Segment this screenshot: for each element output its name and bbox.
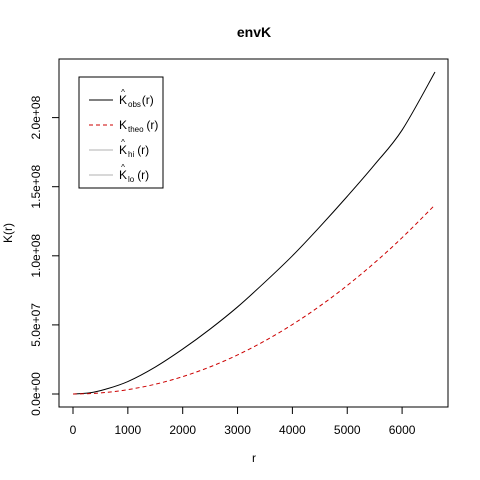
- x-tick-label: 2000: [169, 423, 196, 437]
- series-line-obs: [72, 71, 436, 395]
- legend-label-obs: K: [119, 93, 127, 107]
- legend: ^K obs (r)K theo (r)^K hi (r)^K lo (r): [78, 76, 164, 189]
- x-axis: 0 1000 2000 3000 4000 5000 6000: [70, 406, 416, 437]
- y-tick-label: 1.5e+08: [29, 165, 43, 209]
- y-axis-label: K(r): [1, 223, 15, 243]
- legend-label-theo: K: [119, 118, 127, 132]
- legend-sub-hi: hi: [128, 150, 134, 159]
- legend-hat: ^: [121, 88, 125, 97]
- legend-box: [78, 76, 164, 189]
- legend-label-hi: K: [119, 143, 127, 157]
- legend-hat: ^: [121, 138, 125, 147]
- x-tick-label: 4000: [279, 423, 306, 437]
- legend-sub-theo: theo: [128, 125, 144, 134]
- x-tick-label: 5000: [334, 423, 361, 437]
- legend-sub-lo: lo: [128, 175, 135, 184]
- legend-suffix-lo: (r): [137, 168, 149, 182]
- legend-hat: ^: [121, 163, 125, 172]
- x-axis-label: r: [252, 451, 256, 465]
- legend-suffix-hi: (r): [137, 143, 149, 157]
- legend-suffix-theo: (r): [146, 118, 158, 132]
- y-axis: 0.0e+00 5.0e+07 1.0e+08 1.5e+08 2.0e+08: [29, 95, 60, 416]
- y-tick-label: 2.0e+08: [29, 95, 43, 139]
- x-tick-label: 3000: [224, 423, 251, 437]
- series-line-theo: [72, 204, 436, 395]
- y-tick-label: 1.0e+08: [29, 234, 43, 278]
- legend-sub-obs: obs: [128, 100, 141, 109]
- y-tick-label: 0.0e+00: [29, 372, 43, 416]
- x-tick-label: 0: [70, 423, 77, 437]
- x-tick-label: 6000: [389, 423, 416, 437]
- legend-label-lo: K: [119, 168, 127, 182]
- legend-suffix-obs: (r): [142, 93, 154, 107]
- series-layer: [72, 71, 436, 395]
- x-tick-label: 1000: [114, 423, 141, 437]
- chart-title: envK: [237, 24, 271, 40]
- y-tick-label: 5.0e+07: [29, 303, 43, 347]
